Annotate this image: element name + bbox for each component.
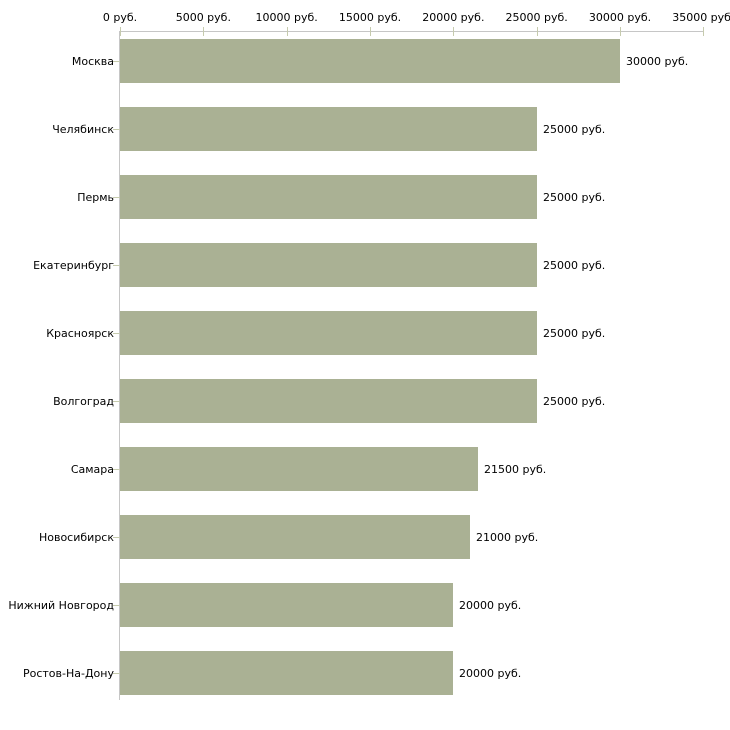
x-axis-tick (370, 27, 371, 36)
category-label: Самара (70, 462, 114, 476)
category-label: Красноярск (46, 326, 114, 340)
y-axis-tick (113, 265, 120, 266)
x-axis-tick (120, 27, 121, 36)
value-label: 25000 руб. (543, 394, 606, 408)
bar (120, 311, 537, 355)
value-label: 21000 руб. (476, 530, 539, 544)
y-axis-tick (113, 129, 120, 130)
x-axis-label: 35000 руб. (672, 11, 730, 24)
x-axis-label: 15000 руб. (338, 11, 402, 24)
x-axis-label: 0 руб. (102, 11, 138, 24)
bar (120, 447, 478, 491)
bar (120, 515, 470, 559)
category-label: Нижний Новгород (8, 598, 114, 612)
value-label: 20000 руб. (459, 666, 522, 680)
x-axis-tick (536, 27, 538, 36)
bar (120, 175, 537, 219)
y-axis-line (119, 31, 120, 700)
y-axis-tick (113, 333, 120, 334)
x-axis-tick (703, 27, 705, 36)
y-axis-tick (113, 61, 120, 62)
category-label: Челябинск (52, 122, 114, 136)
value-label: 25000 руб. (543, 326, 606, 340)
category-label: Пермь (77, 190, 114, 204)
x-axis-label: 25000 руб. (505, 11, 568, 24)
y-axis-tick (113, 401, 120, 402)
x-axis-label: 30000 руб. (588, 11, 652, 24)
x-axis-tick (620, 27, 621, 36)
x-axis-tick (453, 27, 455, 36)
value-label: 25000 руб. (543, 122, 606, 136)
bar (120, 379, 537, 423)
x-axis-label: 5000 руб. (175, 11, 231, 24)
category-label: Москва (71, 54, 114, 68)
bar (120, 107, 537, 151)
value-label: 25000 руб. (543, 190, 606, 204)
y-axis-tick (113, 197, 120, 198)
bar (120, 651, 453, 695)
x-axis-tick (286, 27, 288, 36)
y-axis-tick (113, 605, 120, 606)
x-axis-tick (203, 27, 205, 36)
value-label: 20000 руб. (459, 598, 522, 612)
category-label: Волгоград (53, 394, 114, 408)
value-label: 21500 руб. (484, 462, 547, 476)
category-label: Екатеринбург (33, 258, 114, 272)
category-label: Новосибирск (38, 530, 114, 544)
value-label: 30000 руб. (626, 54, 689, 68)
x-axis-label: 10000 руб. (255, 11, 318, 24)
bar (120, 583, 453, 627)
value-label: 25000 руб. (543, 258, 606, 272)
bar (120, 39, 620, 83)
y-axis-tick (113, 469, 120, 470)
y-axis-tick (113, 537, 120, 538)
category-label: Ростов-На-Дону (22, 666, 114, 680)
x-axis-label: 20000 руб. (422, 11, 485, 24)
bar (120, 243, 537, 287)
y-axis-tick (113, 673, 120, 674)
x-axis-line (120, 31, 705, 32)
